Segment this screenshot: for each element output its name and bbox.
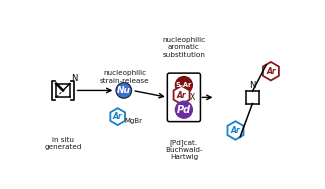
Text: MgBr: MgBr — [124, 118, 142, 124]
Text: nucleophilic
strain-release: nucleophilic strain-release — [100, 70, 150, 84]
Text: Ar: Ar — [177, 91, 187, 100]
Text: in situ
generated: in situ generated — [44, 137, 82, 150]
Text: N: N — [249, 81, 255, 90]
Text: Ar: Ar — [266, 67, 276, 76]
Circle shape — [176, 101, 192, 118]
Circle shape — [176, 77, 192, 94]
Text: SₙAr: SₙAr — [176, 82, 192, 88]
Text: Pd: Pd — [177, 105, 191, 115]
Text: Buchwald-
Hartwig: Buchwald- Hartwig — [165, 147, 203, 160]
Text: Ar: Ar — [231, 126, 240, 135]
Text: Ar: Ar — [113, 112, 123, 121]
Text: [Pd]cat.: [Pd]cat. — [170, 140, 198, 146]
Polygon shape — [110, 108, 125, 125]
Text: nucleophilic
aromatic
substitution: nucleophilic aromatic substitution — [162, 36, 205, 57]
Polygon shape — [263, 62, 279, 81]
Text: X: X — [189, 93, 195, 102]
FancyBboxPatch shape — [167, 73, 201, 122]
Circle shape — [116, 83, 132, 98]
Text: Nu: Nu — [117, 86, 131, 95]
Text: N: N — [71, 74, 77, 83]
Polygon shape — [174, 86, 189, 104]
Polygon shape — [227, 121, 243, 140]
